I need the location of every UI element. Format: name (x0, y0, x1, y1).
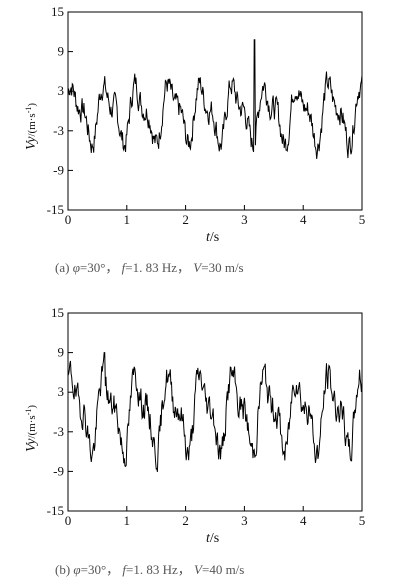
caption-v: V (193, 260, 203, 275)
caption-b: (b) φ=30°， f=1. 83 Hz， V=40 m/s (55, 562, 244, 577)
y-tick-label: 3 (58, 384, 65, 399)
x-tick-label: 5 (359, 513, 366, 528)
caption-v-val: =30 m/s (201, 260, 243, 275)
caption-f-val: =1. 83 Hz， (126, 562, 191, 577)
series-line-vy (67, 39, 363, 159)
y-tick-label: -15 (47, 503, 64, 518)
caption-phi: φ (73, 562, 80, 577)
y-tick-label: -9 (53, 162, 64, 177)
caption-prefix: (a) (55, 260, 69, 275)
x-tick-label: 4 (300, 212, 307, 227)
x-axis-label: t/s (206, 531, 219, 546)
caption-v-val: =40 m/s (202, 562, 244, 577)
y-axis-close: ) (26, 103, 38, 107)
y-tick-label: -9 (53, 463, 64, 478)
y-axis-sup: -1 (24, 409, 33, 416)
tick-marks (67, 312, 363, 512)
x-tick-label: 1 (124, 513, 131, 528)
y-axis-var: Vy (24, 136, 39, 150)
x-axis-unit: /s (210, 230, 219, 245)
x-tick-label: 0 (65, 513, 72, 528)
y-tick-label: -15 (47, 202, 64, 217)
caption-f: f (122, 260, 128, 275)
y-tick-label: 3 (58, 83, 65, 98)
caption-prefix: (b) (55, 562, 70, 577)
x-tick-label: 2 (182, 513, 189, 528)
x-axis-var: t (206, 531, 211, 546)
caption-v: V (194, 562, 204, 577)
x-tick-label: 2 (182, 212, 189, 227)
x-axis-unit: /s (210, 531, 219, 546)
x-tick-label: 3 (241, 513, 248, 528)
x-axis-label: t/s (206, 230, 219, 245)
x-tick-label: 1 (124, 212, 131, 227)
y-axis-sup: -1 (24, 107, 33, 114)
x-tick-label: 5 (359, 212, 366, 227)
caption-phi-val: =30°， (81, 562, 120, 577)
y-axis-label: Vy/(m·s-1) (24, 103, 39, 150)
caption-phi-val: =30°， (80, 260, 119, 275)
x-tick-label: 4 (300, 513, 307, 528)
tick-labels: 0 1 2 3 4 5 15 9 3 -3 -9 -15 (47, 305, 366, 528)
series-line-vy (67, 352, 363, 472)
y-tick-label: 15 (51, 4, 64, 19)
y-axis-close: ) (26, 405, 38, 409)
y-tick-label: 9 (58, 345, 65, 360)
plot-frame (67, 312, 363, 512)
chart-panel-b: 0 1 2 3 4 5 15 9 3 -3 -9 -15 Vy/(m·s-1) t/s (b) φ=3… (24, 305, 365, 577)
y-axis-var: Vy (24, 438, 39, 452)
y-axis-unit: /(m·s (26, 415, 38, 438)
tick-labels: 0 1 2 3 4 5 15 9 3 -3 -9 -15 (47, 4, 366, 227)
x-axis-var: t (206, 230, 211, 245)
y-tick-label: -3 (53, 123, 64, 138)
y-axis-label: Vy/(m·s-1) (24, 405, 39, 452)
y-tick-label: -3 (53, 424, 64, 439)
x-tick-label: 0 (65, 212, 72, 227)
caption-f-val: =1. 83 Hz， (125, 260, 190, 275)
y-tick-label: 9 (58, 44, 65, 59)
y-tick-label: 15 (51, 305, 64, 320)
y-axis-unit: /(m·s (26, 113, 38, 136)
x-tick-label: 3 (241, 212, 248, 227)
caption-f: f (122, 562, 128, 577)
plot-frame (67, 11, 363, 211)
caption-a: (a) φ=30°， f=1. 83 Hz， V=30 m/s (55, 260, 244, 275)
caption-phi: φ (73, 260, 80, 275)
